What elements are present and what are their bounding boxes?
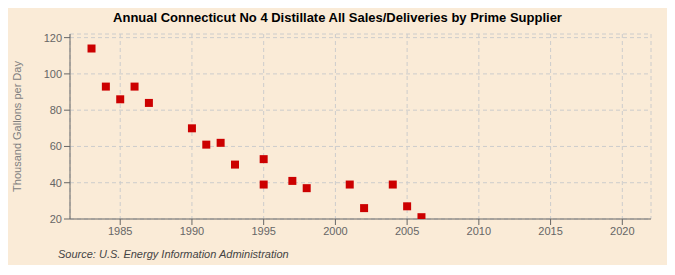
svg-text:2015: 2015 <box>538 225 562 237</box>
svg-text:2010: 2010 <box>467 225 491 237</box>
html-text:Source: U.S. Energy Informatio: Source: U.S. Energy Information Administ… <box>58 248 289 260</box>
svg-text:100: 100 <box>44 68 62 80</box>
svg-text:1985: 1985 <box>108 225 132 237</box>
svg-text:1990: 1990 <box>180 225 204 237</box>
svg-text:40: 40 <box>50 177 62 189</box>
svg-text:1995: 1995 <box>251 225 275 237</box>
svg-text:Thousand Gallons per Day: Thousand Gallons per Day <box>11 61 23 192</box>
svg-text:80: 80 <box>50 104 62 116</box>
svg-text:2005: 2005 <box>395 225 419 237</box>
svg-text:2020: 2020 <box>610 225 634 237</box>
svg-text:60: 60 <box>50 140 62 152</box>
html-text:Annual Connecticut No 4 Distil: Annual Connecticut No 4 Distillate All S… <box>113 10 562 25</box>
svg-text:2000: 2000 <box>323 225 347 237</box>
svg-text:20: 20 <box>50 213 62 225</box>
svg-text:120: 120 <box>44 32 62 44</box>
